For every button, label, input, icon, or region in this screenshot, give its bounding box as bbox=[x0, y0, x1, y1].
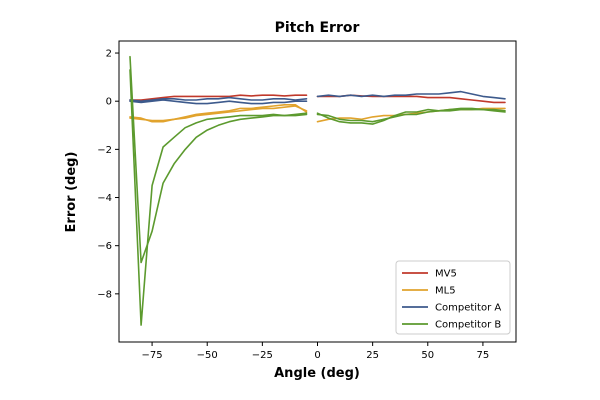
legend: MV5 ML5 Competitor A Competitor B bbox=[395, 260, 511, 335]
legend-items: MV5 ML5 Competitor A Competitor B bbox=[402, 269, 501, 331]
x-tick-label: −25 bbox=[252, 350, 273, 361]
series-line-competitor-b-2 bbox=[129, 69, 308, 326]
y-tick-label: −8 bbox=[97, 289, 112, 300]
y-axis-label: Error (deg) bbox=[64, 152, 79, 233]
x-tick-label: 25 bbox=[366, 350, 379, 361]
series-line-competitor-b-4 bbox=[316, 107, 506, 125]
series-layer bbox=[129, 55, 506, 326]
legend-label-ml5: ML5 bbox=[435, 286, 456, 297]
x-tick-label: −75 bbox=[142, 350, 163, 361]
x-tick-label: 0 bbox=[314, 350, 320, 361]
series-line-mv5-1 bbox=[129, 94, 308, 101]
y-tick-label: 0 bbox=[106, 97, 112, 108]
y-tick-label: −2 bbox=[97, 145, 112, 156]
x-tick-label: 75 bbox=[477, 350, 490, 361]
y-tick-label: 2 bbox=[106, 49, 112, 60]
y-tick-label: −4 bbox=[97, 193, 112, 204]
legend-label-competitor-a: Competitor A bbox=[435, 303, 501, 314]
series-line-ml5-1 bbox=[129, 105, 308, 122]
series-line-competitor-a-1 bbox=[129, 99, 308, 105]
x-tick-label: −50 bbox=[197, 350, 218, 361]
y-tick-label: −6 bbox=[97, 241, 112, 252]
legend-label-competitor-b: Competitor B bbox=[435, 320, 501, 331]
series-line-competitor-a-3 bbox=[316, 90, 506, 100]
tick-layer: −75 −50 −25 0 25 50 75 −8 −6 −4 −2 0 2 bbox=[97, 49, 489, 361]
chart-title: Pitch Error bbox=[275, 20, 360, 36]
legend-box bbox=[395, 260, 511, 335]
series-line-ml5-2 bbox=[129, 104, 308, 123]
legend-label-mv5: MV5 bbox=[435, 269, 457, 280]
x-tick-label: 50 bbox=[421, 350, 434, 361]
x-axis-label: Angle (deg) bbox=[274, 366, 360, 381]
series-line-competitor-b-3 bbox=[316, 108, 506, 123]
series-line-competitor-a-2 bbox=[129, 96, 308, 102]
